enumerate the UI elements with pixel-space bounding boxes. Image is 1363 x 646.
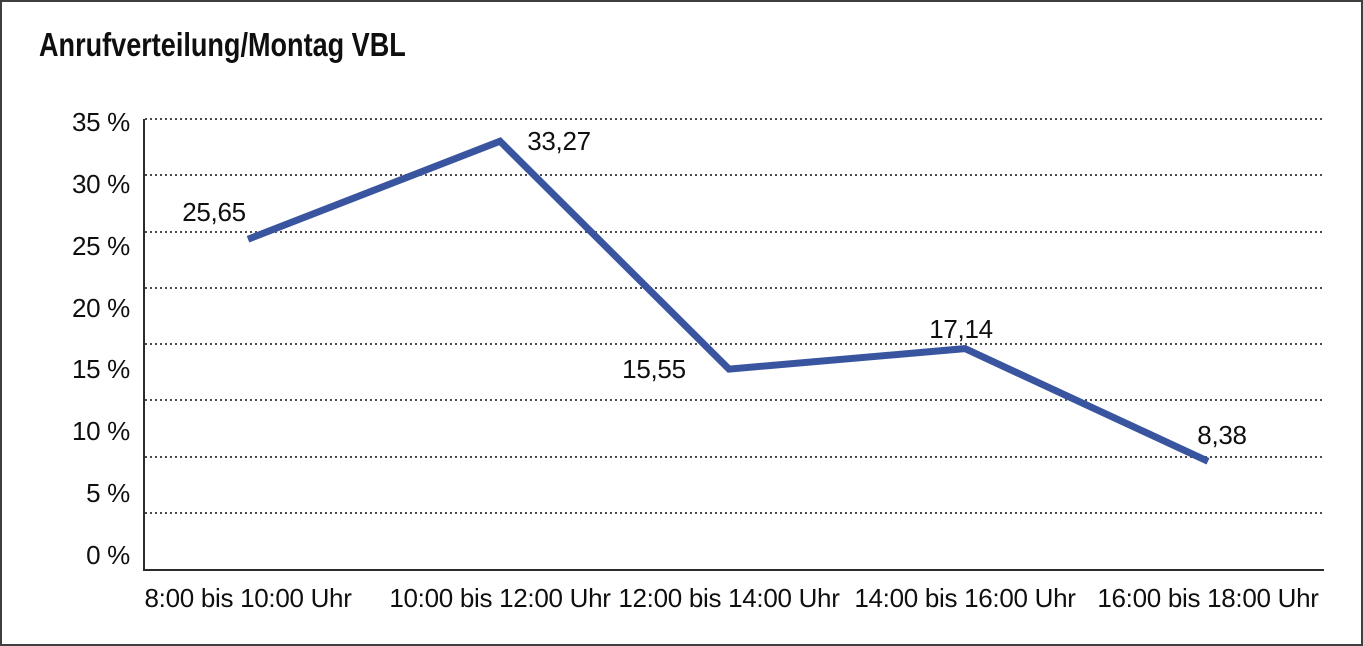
plot-area: 35 % 30 % 25 % 20 % 15 % 10 % 5 % 0 % 8:00 bis … xyxy=(72,107,1324,613)
gridline xyxy=(145,399,1324,402)
x-category-label: 16:00 bis 18:00 Uhr xyxy=(1097,583,1319,613)
gridline xyxy=(145,343,1324,345)
y-tick-label: 10 % xyxy=(71,416,130,447)
y-axis-labels: 35 % 30 % 25 % 20 % 15 % 10 % 5 % 0 % xyxy=(72,107,1324,570)
y-tick-label: 25 % xyxy=(71,230,130,261)
gridline xyxy=(145,174,1324,177)
data-point-label: 25,65 xyxy=(182,197,246,228)
data-point-label: 15,55 xyxy=(622,354,686,385)
line-series xyxy=(246,137,1210,465)
gridline xyxy=(145,118,1324,120)
x-axis-labels: 8:00 bis 10:00 Uhr 10:00 bis 12:00 Uhr 12:… xyxy=(144,119,1324,613)
x-category-label: 12:00 bis 14:00 Uhr xyxy=(618,583,840,613)
data-labels: 25,65 33,27 15,55 17,14 8,38 xyxy=(145,119,1324,569)
data-point-label: 33,27 xyxy=(527,126,591,157)
y-tick-label: 20 % xyxy=(71,292,130,323)
gridlines xyxy=(145,118,1324,569)
data-point-label: 8,38 xyxy=(1197,420,1247,451)
gridline xyxy=(145,286,1324,289)
gridline xyxy=(145,455,1324,458)
data-point-label: 17,14 xyxy=(929,313,993,344)
y-tick-label: 5 % xyxy=(86,478,130,509)
gridline xyxy=(145,511,1324,514)
y-tick-label: 30 % xyxy=(71,168,130,199)
x-category-label: 14:00 bis 16:00 Uhr xyxy=(854,583,1076,613)
chart-title: Anrufverteilung/Montag VBL xyxy=(39,26,406,63)
x-category-label: 10:00 bis 12:00 Uhr xyxy=(389,583,611,613)
x-category-label: 8:00 bis 10:00 Uhr xyxy=(144,583,352,613)
gridline xyxy=(145,230,1324,233)
y-tick-label: 15 % xyxy=(71,354,130,385)
y-tick-label: 0 % xyxy=(86,539,130,570)
series-polyline xyxy=(246,137,1210,465)
y-tick-label: 35 % xyxy=(71,107,130,137)
